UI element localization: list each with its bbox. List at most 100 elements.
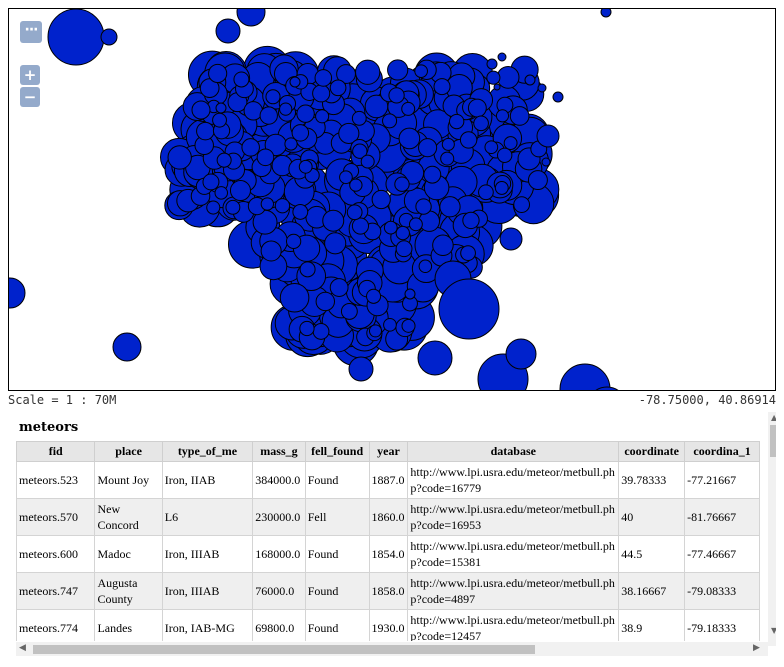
meteor-point-symbol[interactable]	[499, 227, 523, 251]
meteor-point-symbol[interactable]	[382, 113, 398, 129]
meteor-point-symbol[interactable]	[513, 196, 531, 213]
meteor-point-symbol[interactable]	[233, 71, 250, 88]
meteor-point-symbol[interactable]	[415, 198, 432, 215]
vertical-scroll-thumb[interactable]	[770, 425, 776, 457]
meteor-point-symbol[interactable]	[256, 148, 275, 167]
meteor-point-symbol[interactable]	[329, 278, 349, 297]
meteor-point-symbol[interactable]	[355, 59, 381, 85]
meteor-point-symbol[interactable]	[349, 178, 363, 192]
meteor-point-symbol[interactable]	[440, 151, 455, 166]
meteor-points-layer[interactable]	[9, 9, 776, 391]
meteor-point-symbol[interactable]	[279, 102, 293, 116]
meteor-point-symbol[interactable]	[417, 340, 453, 376]
meteor-point-symbol[interactable]	[418, 138, 438, 158]
meteor-point-symbol[interactable]	[527, 170, 548, 191]
meteor-point-symbol[interactable]	[414, 64, 428, 78]
meteor-point-symbol[interactable]	[536, 124, 560, 148]
table-row[interactable]: meteors.600 Madoc Iron, IIIAB 168000.0 Found…	[16, 535, 760, 573]
meteor-point-symbol[interactable]	[366, 288, 382, 304]
column-header-mass-g[interactable]: mass_g	[252, 441, 306, 462]
meteor-point-symbol[interactable]	[338, 122, 360, 144]
column-header-year[interactable]: year	[368, 441, 409, 462]
column-header-database[interactable]: database	[407, 441, 620, 462]
meteor-point-symbol[interactable]	[395, 240, 413, 258]
meteor-point-symbol[interactable]	[215, 102, 227, 114]
meteor-point-symbol[interactable]	[336, 64, 356, 84]
meteor-point-symbol[interactable]	[274, 198, 291, 214]
meteor-point-symbol[interactable]	[279, 282, 310, 313]
meteor-point-symbol[interactable]	[394, 176, 410, 192]
meteor-point-symbol[interactable]	[47, 9, 105, 66]
column-header-type-of-me[interactable]: type_of_me	[161, 441, 254, 462]
column-header-coordinate[interactable]: coordinate	[618, 441, 686, 462]
scroll-right-icon[interactable]: ▶	[753, 643, 760, 653]
meteor-point-symbol[interactable]	[216, 152, 232, 168]
meteor-point-symbol[interactable]	[448, 113, 465, 130]
meteor-point-symbol[interactable]	[441, 137, 455, 151]
meteor-point-symbol[interactable]	[371, 189, 391, 210]
meteor-point-symbol[interactable]	[206, 200, 221, 215]
meteor-point-symbol[interactable]	[493, 83, 501, 91]
meteor-point-symbol[interactable]	[259, 106, 278, 125]
meteor-point-symbol[interactable]	[467, 98, 487, 118]
meteor-point-symbol[interactable]	[438, 278, 500, 340]
zoom-out-button[interactable]: −	[20, 87, 40, 107]
meteor-point-symbol[interactable]	[497, 52, 507, 62]
meteor-point-symbol[interactable]	[260, 240, 282, 262]
meteor-point-symbol[interactable]	[346, 204, 363, 221]
column-header-fell-found[interactable]: fell_found	[304, 441, 370, 462]
meteor-point-symbol[interactable]	[315, 109, 330, 124]
meteor-point-symbol[interactable]	[433, 78, 451, 96]
meteor-point-symbol[interactable]	[314, 69, 333, 87]
column-header-fid[interactable]: fid	[16, 441, 96, 462]
meteor-point-symbol[interactable]	[284, 137, 298, 151]
meteor-point-symbol[interactable]	[494, 181, 509, 195]
horizontal-scroll-thumb[interactable]	[33, 645, 535, 654]
meteor-point-symbol[interactable]	[401, 101, 416, 116]
meteor-point-symbol[interactable]	[398, 127, 421, 150]
meteor-point-symbol[interactable]	[404, 288, 416, 300]
meteor-point-symbol[interactable]	[496, 65, 520, 89]
meteor-point-symbol[interactable]	[214, 186, 229, 200]
meteor-point-symbol[interactable]	[505, 338, 537, 370]
table-row[interactable]: meteors.747 Augusta County Iron, IIIAB 7600…	[16, 572, 760, 610]
meteor-point-symbol[interactable]	[383, 317, 397, 332]
meteor-point-symbol[interactable]	[289, 76, 301, 88]
meteor-point-symbol[interactable]	[291, 124, 310, 142]
meteor-point-symbol[interactable]	[324, 232, 347, 255]
meteor-point-symbol[interactable]	[199, 78, 220, 98]
meteor-point-symbol[interactable]	[509, 106, 530, 126]
meteor-point-symbol[interactable]	[387, 59, 409, 81]
meteor-point-symbol[interactable]	[241, 138, 260, 157]
meteor-point-symbol[interactable]	[315, 291, 336, 312]
meteor-point-symbol[interactable]	[388, 87, 405, 104]
meteor-point-symbol[interactable]	[352, 143, 368, 159]
meteor-point-symbol[interactable]	[462, 211, 480, 230]
meteor-point-symbol[interactable]	[329, 79, 347, 97]
meteor-point-symbol[interactable]	[423, 165, 442, 184]
meteor-point-symbol[interactable]	[559, 363, 611, 391]
map-view[interactable]: ··· + −	[8, 8, 776, 391]
attribute-table-container[interactable]: fid place type_of_me mass_g fell_found year da…	[16, 441, 760, 641]
vertical-scrollbar[interactable]: ▲ ▼	[768, 412, 776, 646]
scroll-left-icon[interactable]: ◀	[19, 643, 26, 653]
meteor-point-symbol[interactable]	[401, 318, 416, 333]
meteor-point-symbol[interactable]	[229, 180, 251, 202]
meteor-point-symbol[interactable]	[322, 209, 345, 232]
table-row[interactable]: meteors.523 Mount Joy Iron, IIAB 384000.0 Fo…	[16, 461, 760, 499]
meteor-point-symbol[interactable]	[600, 9, 612, 18]
meteor-point-symbol[interactable]	[408, 217, 423, 232]
meteor-point-symbol[interactable]	[225, 199, 241, 215]
meteor-point-symbol[interactable]	[348, 356, 374, 382]
meteor-point-symbol[interactable]	[236, 9, 266, 27]
meteor-point-symbol[interactable]	[484, 140, 499, 155]
meteor-point-symbol[interactable]	[243, 101, 263, 121]
meteor-point-symbol[interactable]	[298, 159, 313, 174]
meteor-point-symbol[interactable]	[100, 28, 118, 46]
meteor-point-symbol[interactable]	[486, 58, 498, 70]
meteor-point-symbol[interactable]	[537, 83, 547, 93]
scroll-up-icon[interactable]: ▲	[771, 413, 776, 422]
meteor-point-symbol[interactable]	[339, 170, 353, 185]
scroll-down-icon[interactable]: ▼	[771, 626, 776, 635]
meteor-point-symbol[interactable]	[587, 386, 627, 391]
